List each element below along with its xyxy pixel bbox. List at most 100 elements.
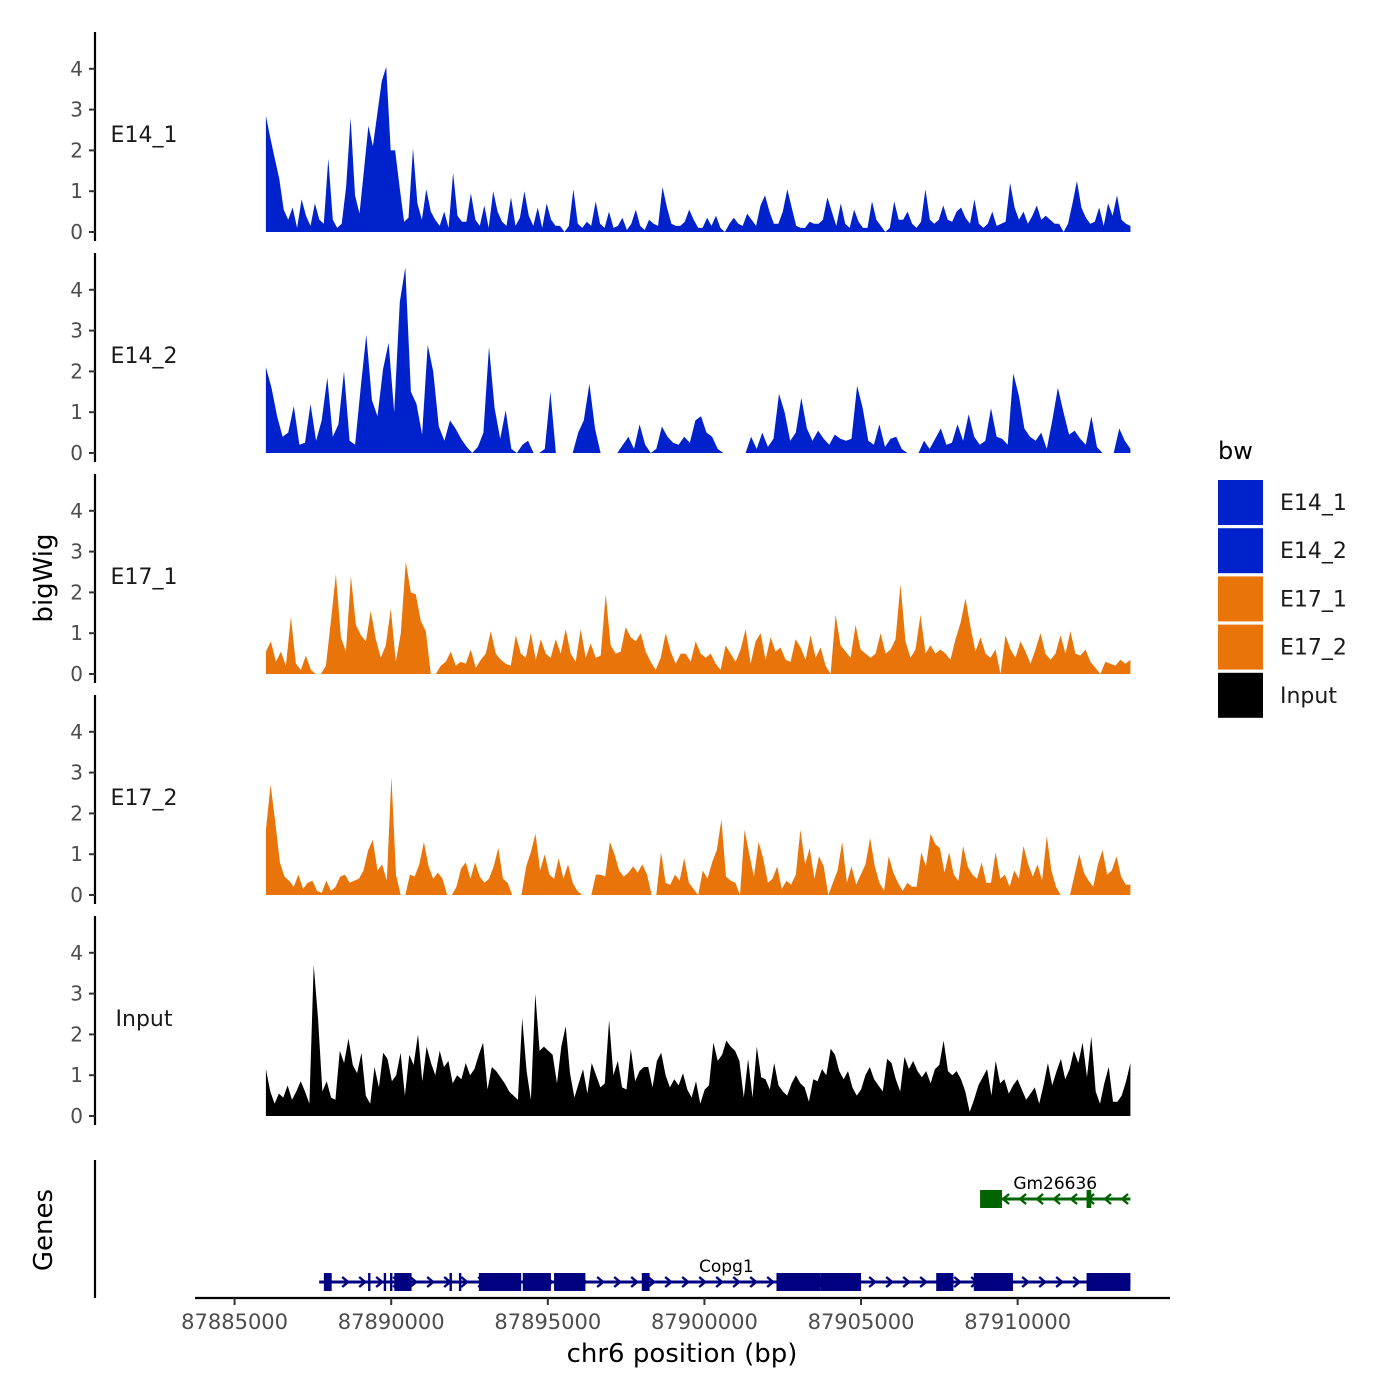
x-tick-label: 87910000	[964, 1310, 1071, 1334]
tracks-area: 0 1 2 3 4 E14_1 0 1 2 3 4 E14_2 0 1 2 3 4 E17_1 0 1 2 3 4 E17_2…	[70, 32, 1131, 1128]
y-tick-label: 1	[70, 179, 83, 203]
y-tick-label: 4	[70, 720, 83, 744]
strand-arrow	[596, 1276, 606, 1288]
strand-arrow	[902, 1276, 912, 1288]
track-label: E14_2	[111, 344, 178, 369]
track-E14_2: 0 1 2 3 4 E14_2	[70, 253, 1131, 465]
strand-arrow	[1035, 1193, 1044, 1205]
y-tick-label: 3	[70, 761, 83, 785]
strand-arrow	[358, 1276, 368, 1288]
y-tick-label: 4	[70, 278, 83, 302]
strand-arrow	[426, 1276, 436, 1288]
y-tick-label: 4	[70, 499, 83, 523]
y-tick-label: 4	[70, 57, 83, 81]
x-tick-label: 87905000	[808, 1310, 915, 1334]
exon	[641, 1273, 650, 1291]
track-label: E17_1	[111, 565, 178, 590]
legend-label: E14_1	[1280, 491, 1347, 516]
y-tick-label: 0	[70, 441, 83, 465]
area-Input	[265, 965, 1131, 1116]
y-tick-label: 2	[70, 359, 83, 383]
y-tick-label: 1	[70, 400, 83, 424]
strand-arrow	[630, 1276, 640, 1288]
y-tick-label: 0	[70, 662, 83, 686]
strand-arrow	[341, 1276, 351, 1288]
legend-key-E17_2	[1218, 624, 1263, 670]
x-axis: 87885000 87890000 87895000 87900000 87905000…	[181, 1296, 1170, 1334]
gene-label: Copg1	[699, 1257, 754, 1277]
strand-arrow	[1018, 1193, 1027, 1205]
strand-arrow	[766, 1276, 776, 1288]
strand-arrow	[1001, 1193, 1010, 1205]
y-tick-label: 1	[70, 842, 83, 866]
exon	[973, 1273, 1013, 1291]
x-tick-label: 87900000	[651, 1310, 758, 1334]
exon	[323, 1273, 332, 1291]
area-E14_2	[265, 267, 1131, 453]
track-label: Input	[116, 1007, 173, 1032]
y-tick-label: 3	[70, 98, 83, 122]
y-tick-label: 2	[70, 801, 83, 825]
strand-arrow	[1103, 1193, 1112, 1205]
strand-arrow	[953, 1276, 963, 1288]
genes-track: Copg1 Gm26636	[93, 1160, 1131, 1298]
strand-arrow	[375, 1276, 385, 1288]
exon	[820, 1273, 862, 1291]
area-E17_1	[265, 561, 1131, 674]
strand-arrow	[1021, 1276, 1031, 1288]
legend-title: bw	[1218, 437, 1253, 465]
legend-label: E14_2	[1280, 539, 1347, 564]
strand-arrow	[1055, 1276, 1065, 1288]
strand-arrow	[1038, 1276, 1048, 1288]
strand-arrow	[698, 1276, 708, 1288]
track-E17_2: 0 1 2 3 4 E17_2	[70, 695, 1131, 907]
track-label: E17_2	[111, 786, 178, 811]
track-label: E14_1	[111, 123, 178, 148]
strand-arrow	[1069, 1193, 1078, 1205]
strand-arrow	[732, 1276, 742, 1288]
y-tick-label: 0	[70, 1104, 83, 1128]
strand-arrow	[919, 1276, 929, 1288]
exon	[1086, 1273, 1131, 1291]
legend: bw E14_1 E14_2 E17_1 E17_2 Input	[1218, 437, 1347, 718]
area-E17_2	[265, 776, 1131, 895]
strand-arrow	[868, 1276, 878, 1288]
strand-arrow	[409, 1276, 419, 1288]
y-tick-label: 3	[70, 982, 83, 1006]
exon	[980, 1190, 1002, 1208]
y-tick-label: 0	[70, 220, 83, 244]
y-axis-title: bigWig	[29, 533, 59, 622]
legend-key-E17_1	[1218, 576, 1263, 622]
strand-arrow	[613, 1276, 623, 1288]
exon	[936, 1273, 954, 1291]
y-tick-label: 3	[70, 319, 83, 343]
legend-label: E17_1	[1280, 587, 1347, 612]
strand-arrow	[715, 1276, 725, 1288]
strand-arrow	[681, 1276, 691, 1288]
gene-Gm26636: Gm26636	[980, 1174, 1131, 1208]
x-tick-label: 87895000	[494, 1310, 601, 1334]
exon	[1086, 1190, 1092, 1208]
track-Input: 0 1 2 3 4 Input	[70, 916, 1131, 1128]
strand-arrow	[749, 1276, 759, 1288]
y-tick-label: 1	[70, 621, 83, 645]
track-E14_1: 0 1 2 3 4 E14_1	[70, 32, 1131, 244]
exon	[776, 1273, 821, 1291]
y-tick-label: 0	[70, 883, 83, 907]
y-tick-label: 1	[70, 1063, 83, 1087]
strand-arrow	[1052, 1193, 1061, 1205]
strand-arrow	[885, 1276, 895, 1288]
strand-arrow	[460, 1276, 470, 1288]
legend-key-E14_2	[1218, 528, 1263, 574]
y-tick-label: 3	[70, 540, 83, 564]
x-axis-title: chr6 position (bp)	[567, 1339, 798, 1369]
legend-key-E14_1	[1218, 480, 1263, 525]
track-E17_1: 0 1 2 3 4 E17_1	[70, 474, 1131, 686]
y-tick-label: 2	[70, 138, 83, 162]
gene-Copg1: Copg1	[319, 1257, 1131, 1291]
x-tick-label: 87890000	[338, 1310, 445, 1334]
y-tick-label: 4	[70, 941, 83, 965]
exon	[522, 1273, 551, 1291]
y-tick-label: 2	[70, 580, 83, 604]
